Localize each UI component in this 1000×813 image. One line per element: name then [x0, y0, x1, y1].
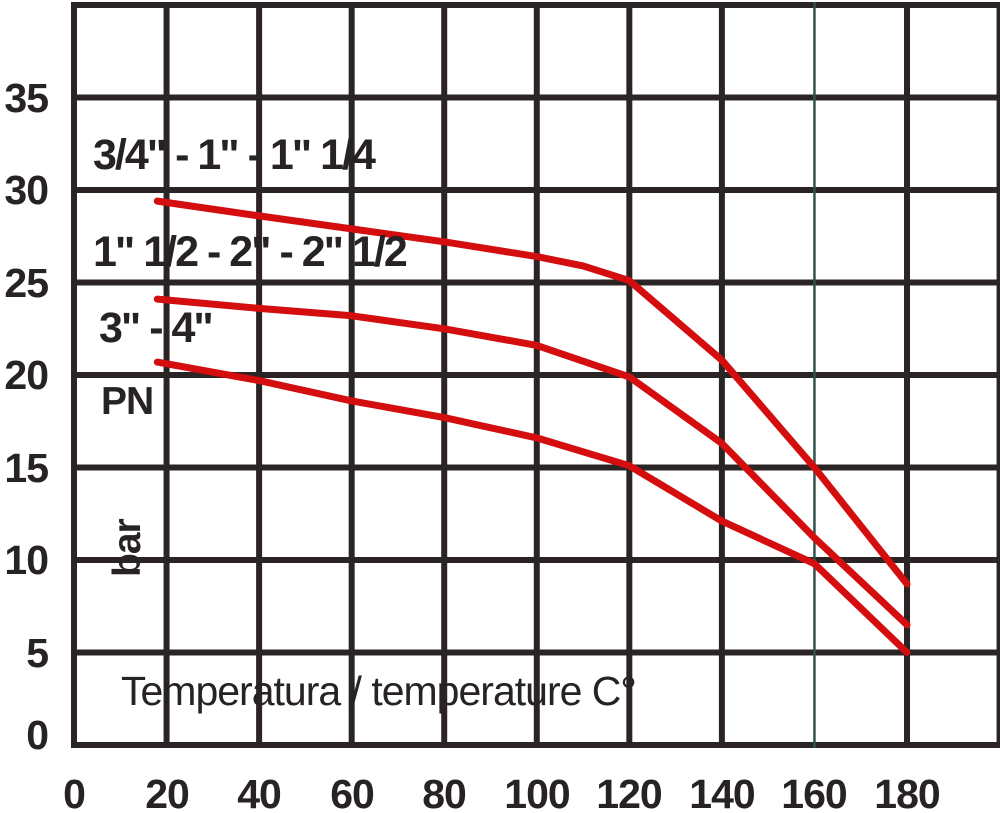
- x-tick-label-40: 40: [237, 771, 282, 813]
- x-tick-label-180: 180: [874, 771, 940, 813]
- curve-label-large-sizes: 3" - 4": [99, 304, 214, 352]
- y-axis-unit-label: bar: [106, 519, 149, 577]
- y-tick-label-25: 25: [4, 260, 49, 306]
- x-tick-label-80: 80: [422, 771, 467, 813]
- y-tick-label-15: 15: [4, 445, 49, 491]
- y-tick-label-20: 20: [4, 352, 49, 398]
- curve-3: [153, 358, 911, 656]
- curve-label-medium-sizes: 1" 1/2 - 2" - 2" 1/2: [93, 228, 408, 276]
- x-tick-label-140: 140: [689, 771, 755, 813]
- curve-label-small-sizes: 3/4" - 1" - 1" 1/4: [93, 131, 376, 179]
- y-tick-label-0: 0: [26, 712, 49, 758]
- x-tick-label-160: 160: [781, 771, 847, 813]
- x-tick-label-20: 20: [145, 771, 190, 813]
- curve-1: [153, 197, 911, 588]
- x-tick-label-60: 60: [330, 771, 375, 813]
- x-tick-label-120: 120: [596, 771, 662, 813]
- y-tick-label-30: 30: [4, 167, 49, 213]
- y-axis-name-label: PN: [101, 380, 154, 423]
- y-tick-label-10: 10: [4, 537, 49, 583]
- x-tick-label-100: 100: [504, 771, 570, 813]
- x-tick-label-0: 0: [63, 771, 86, 813]
- y-tick-label-35: 35: [4, 75, 49, 121]
- x-axis-title: Temperatura / temperature C°: [121, 668, 637, 714]
- y-tick-label-5: 5: [26, 630, 49, 676]
- curve-2: [153, 295, 911, 629]
